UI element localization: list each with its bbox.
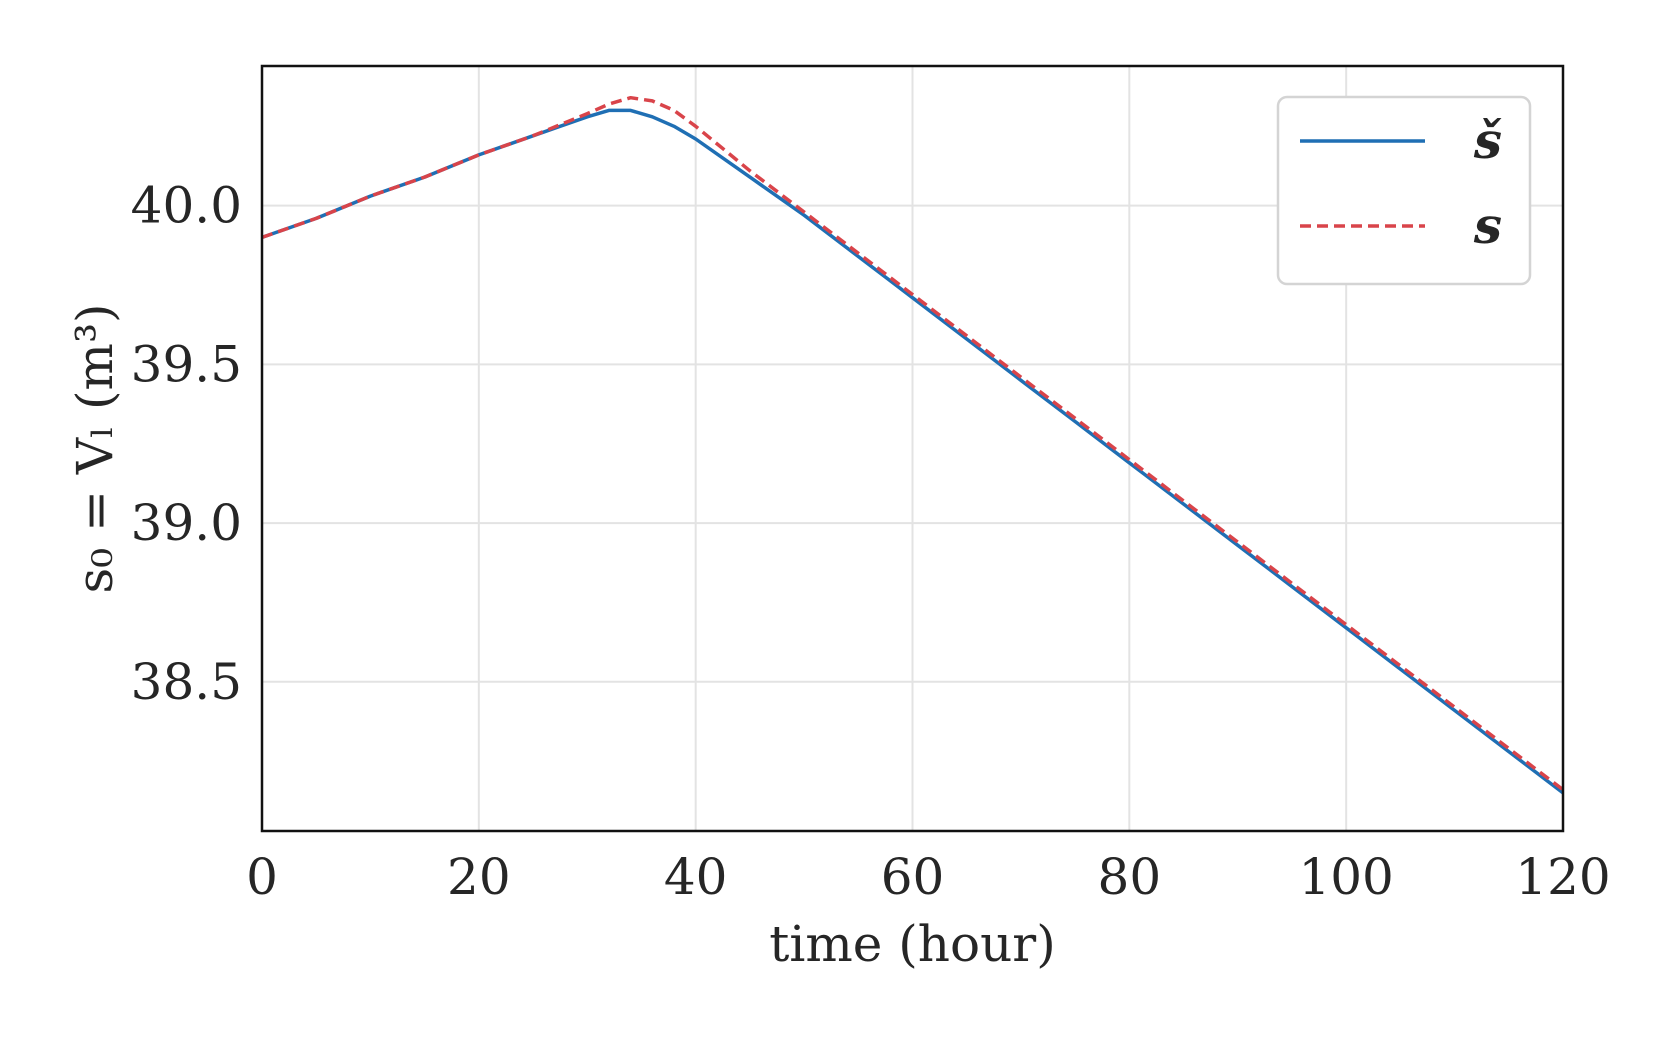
series-line-1 xyxy=(261,95,1565,792)
x-tick-label: 120 xyxy=(1515,848,1610,906)
plot-frame xyxy=(260,64,1565,833)
y-tick-label: 39.0 xyxy=(131,494,242,552)
legend: šs xyxy=(1276,95,1532,286)
x-tick-label: 40 xyxy=(664,848,728,906)
x-tick-label: 20 xyxy=(447,848,511,906)
y-axis-label: s₀ = Vₗ (m³) xyxy=(66,304,124,594)
y-tick-label: 38.5 xyxy=(131,653,242,711)
y-tick-labels: 38.5 39.0 39.5 40.0 xyxy=(131,177,242,711)
legend-label-0: š xyxy=(1473,111,1502,170)
x-tick-label: 100 xyxy=(1298,848,1393,906)
x-tick-label: 0 xyxy=(246,848,278,906)
y-tick-label: 39.5 xyxy=(131,335,242,393)
x-tick-label: 80 xyxy=(1098,848,1162,906)
x-axis-label: time (hour) xyxy=(769,915,1055,973)
legend-label-1: s xyxy=(1473,196,1502,255)
series-layer xyxy=(261,95,1565,795)
x-tick-labels: 0 20 40 60 80 100 120 xyxy=(246,848,1611,906)
x-tick-label: 60 xyxy=(881,848,945,906)
legend-box xyxy=(1276,95,1532,286)
y-tick-label: 40.0 xyxy=(131,177,242,235)
